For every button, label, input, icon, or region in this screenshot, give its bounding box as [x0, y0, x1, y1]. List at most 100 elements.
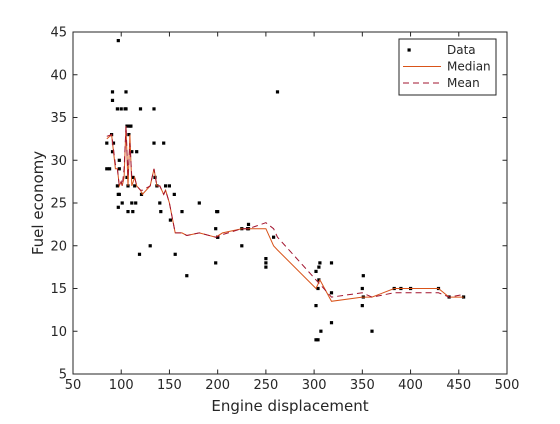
data-point [275, 90, 280, 94]
data-point [105, 167, 109, 171]
data-point [216, 210, 220, 214]
data-point [197, 201, 201, 205]
data-point [317, 278, 321, 282]
x-tick-label: 200 [205, 378, 230, 393]
data-point [214, 261, 218, 265]
data-point [131, 175, 135, 179]
y-tick-label: 35 [50, 111, 67, 126]
x-tick-label: 100 [109, 378, 134, 393]
data-point [316, 338, 320, 342]
data-point [116, 205, 120, 209]
data-point [264, 261, 268, 265]
data-point [214, 227, 218, 231]
data-point [317, 265, 321, 269]
data-point [167, 184, 171, 188]
data-point [129, 124, 133, 128]
axes: 50 100 150 200 250 300 350 400 450 500 5 10 15 20 25 30… [50, 26, 519, 394]
data-point [139, 192, 144, 196]
data-point [105, 141, 109, 145]
data-point [111, 141, 116, 145]
data-point [264, 265, 268, 269]
data-point [216, 235, 220, 239]
data-point [314, 304, 318, 308]
x-tick-label: 300 [302, 378, 327, 393]
data-point [168, 218, 172, 222]
data-point [318, 261, 322, 265]
data-point [124, 107, 128, 111]
data-point [370, 329, 374, 333]
data-point [185, 274, 189, 278]
data-point [180, 210, 184, 214]
mean-line [106, 126, 464, 298]
data-point [125, 175, 129, 179]
data-point [329, 261, 334, 265]
data-point [135, 150, 139, 154]
data-point [125, 124, 129, 128]
data-point [130, 150, 134, 154]
data-point [361, 274, 365, 278]
x-tick-label: 250 [253, 378, 278, 393]
y-tick-label: 25 [50, 197, 67, 212]
data-point [314, 338, 318, 342]
legend-label-median: Median [447, 60, 491, 74]
data-point [264, 257, 268, 261]
x-tick-label: 500 [495, 378, 520, 393]
y-axis-label: Fuel economy [29, 151, 47, 255]
data-point [133, 184, 137, 188]
y-tick-label: 20 [50, 239, 67, 254]
data-point [115, 107, 119, 111]
data-point [127, 133, 131, 137]
data-point [272, 235, 276, 239]
data-point [159, 210, 163, 214]
data-point [164, 184, 168, 188]
data-point [158, 201, 162, 205]
x-tick-label: 400 [398, 378, 423, 393]
data-point [134, 201, 138, 205]
data-point [246, 222, 251, 226]
data-point [131, 210, 135, 214]
y-tick-label: 15 [50, 282, 67, 297]
legend-marker-data [407, 48, 411, 52]
data-point [117, 158, 121, 162]
x-tick-label: 150 [157, 378, 182, 393]
x-axis-label: Engine displacement [211, 397, 368, 415]
data-point [319, 329, 323, 333]
data-point [126, 210, 130, 214]
x-tick-label: 50 [65, 378, 82, 393]
data-point [130, 201, 134, 205]
data-point [110, 150, 115, 154]
data-point [110, 90, 115, 94]
data-point [329, 321, 334, 325]
data-point [162, 141, 166, 145]
data-point [316, 286, 320, 291]
data-point [360, 286, 364, 291]
x-tick-label: 350 [350, 378, 375, 393]
data-point [115, 184, 119, 188]
data-point [116, 39, 120, 43]
y-tick-label: 10 [50, 325, 67, 340]
data-point [120, 201, 124, 205]
y-tick-label: 30 [50, 154, 67, 169]
data-point [108, 167, 112, 171]
data-point [240, 244, 244, 248]
legend: Data Median Mean [398, 38, 497, 96]
data-point [110, 98, 115, 102]
y-tick-label: 40 [50, 68, 67, 83]
data-point [172, 192, 176, 196]
data-point [329, 291, 334, 295]
data-point [148, 244, 152, 248]
data-point [119, 107, 123, 111]
data-point [117, 192, 121, 196]
data-point [360, 304, 364, 308]
y-tick-label: 5 [59, 368, 67, 383]
data-point [124, 90, 128, 94]
y-tick-label: 45 [50, 26, 67, 41]
x-tick-label: 450 [446, 378, 471, 393]
legend-label-mean: Mean [447, 76, 480, 90]
legend-label-data: Data [447, 43, 476, 57]
data-point [138, 107, 143, 111]
data-point [152, 141, 156, 145]
data-point [173, 252, 177, 256]
